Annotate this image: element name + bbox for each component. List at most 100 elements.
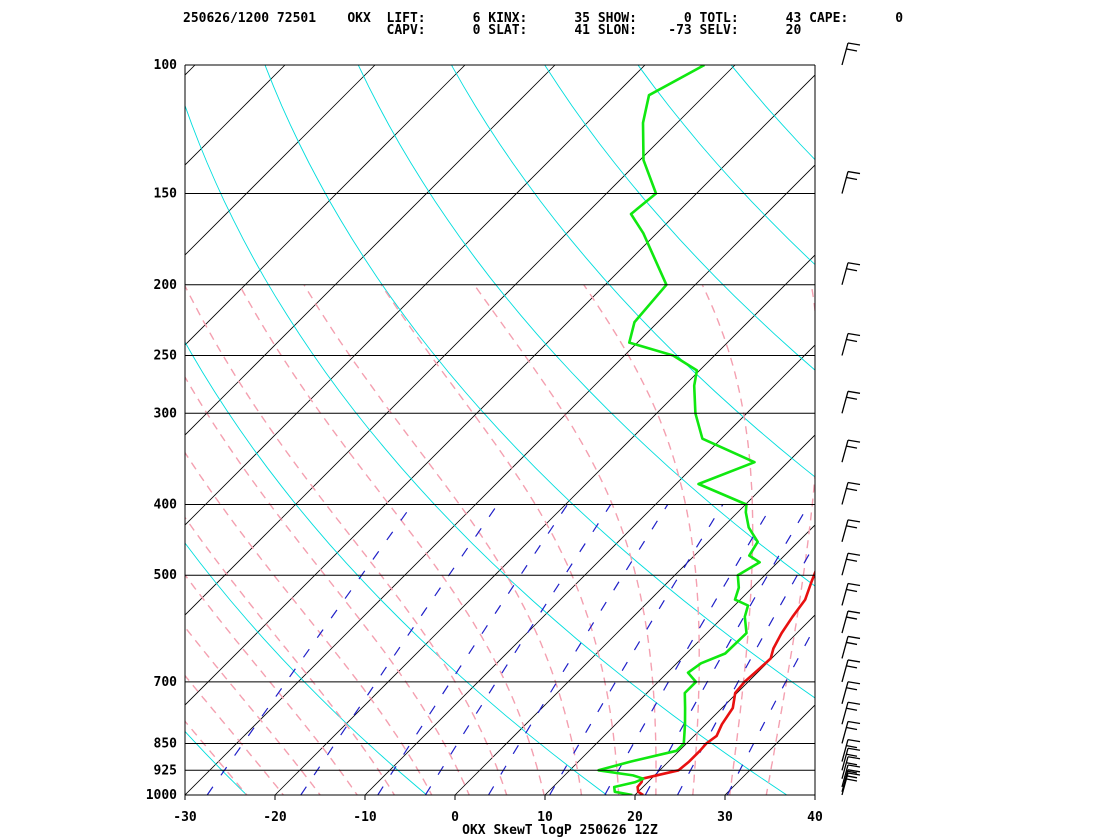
moist-adiabat-line (583, 284, 700, 795)
mixing-ratio-line (424, 504, 612, 795)
temperature-profile-line (636, 569, 815, 795)
wind-barb (841, 720, 861, 744)
chart-title: OKX SkewT logP 250626 12Z (462, 823, 658, 838)
wind-barb (841, 582, 861, 606)
wind-barb (841, 610, 861, 634)
isotherm-line (274, 254, 815, 795)
header-line-2: CAPV: 0 SLAT: 41 SLON: -73 SELV: 20 (183, 23, 801, 38)
moist-adiabat-line (185, 720, 248, 795)
moist-adiabat-line (185, 284, 508, 795)
mixing-ratio-line (549, 504, 724, 795)
wind-barb (841, 481, 861, 505)
wind-barb (841, 756, 861, 779)
isotherm-line (185, 65, 646, 526)
wind-barb (841, 552, 861, 576)
wind-barb (841, 769, 861, 792)
mixing-ratio-line (377, 504, 568, 795)
mixing-ratio-line (300, 504, 499, 795)
isotherm-line (364, 344, 815, 795)
wind-barb (841, 519, 861, 543)
dry-adiabat-line (185, 730, 248, 795)
wind-barb (841, 635, 861, 659)
pressure-tick-label: 850 (154, 736, 178, 751)
isotherm-line (454, 434, 815, 795)
isotherm-line (905, 65, 1120, 795)
mixing-ratio-line (487, 504, 669, 795)
dry-adiabat-line (810, 49, 1120, 811)
dry-adiabat-line (185, 104, 788, 795)
x-tick-label: 10 (537, 810, 553, 825)
wind-barb (841, 772, 861, 796)
dry-adiabat-line (185, 542, 428, 795)
moist-adiabat-line (185, 375, 470, 795)
pressure-tick-label: 700 (154, 675, 178, 690)
dry-adiabat-line (544, 65, 815, 371)
moist-adiabat-line (185, 516, 396, 795)
dry-adiabat-line (730, 65, 815, 161)
dry-adiabat-line (902, 49, 1120, 811)
moist-adiabat-line (303, 284, 583, 795)
x-tick-label: -30 (173, 810, 197, 825)
moist-adiabat-line (701, 284, 754, 795)
isotherm-line (185, 164, 815, 795)
chart-grid (0, 49, 1120, 811)
isotherm-line (0, 65, 105, 795)
moist-adiabat-line (380, 284, 620, 795)
isotherm-line (185, 65, 556, 436)
moist-adiabat-line (765, 284, 815, 795)
wind-barb (841, 701, 861, 725)
mixing-ratio-line (206, 504, 413, 795)
header-line-1: 250626/1200 72501 OKX LIFT: 6 KINX: 35 S… (183, 11, 903, 26)
pressure-tick-label: 200 (154, 278, 178, 293)
pressure-tick-label: 400 (154, 498, 178, 513)
wind-barb (841, 42, 861, 66)
dry-adiabat-line (637, 65, 815, 266)
wind-barb (841, 262, 861, 285)
isotherm-line (814, 794, 815, 795)
wind-barb (841, 659, 861, 683)
wind-barb (841, 747, 861, 771)
dry-adiabat-line (264, 65, 815, 699)
wind-barb (841, 738, 861, 762)
wind-barb (841, 390, 861, 414)
wind-barb (841, 170, 861, 194)
x-tick-label: -20 (263, 810, 287, 825)
isotherm-line (634, 614, 815, 795)
isotherm-line (185, 65, 376, 256)
x-tick-label: -10 (353, 810, 377, 825)
moist-adiabat-line (473, 284, 657, 795)
dry-adiabat-line (357, 65, 815, 587)
wind-barb (841, 439, 861, 463)
pressure-tick-label: 150 (154, 187, 178, 202)
x-tick-label: 40 (807, 810, 823, 825)
wind-barbs (841, 42, 861, 796)
isotherm-line (544, 524, 815, 795)
dry-adiabat-line (185, 341, 608, 795)
moist-adiabat-line (185, 573, 359, 795)
isotherm-line (185, 65, 286, 166)
isotherm-line (185, 74, 815, 706)
pressure-tick-label: 500 (154, 568, 178, 583)
pressure-tick-label: 1000 (146, 788, 177, 803)
isotherm-line (185, 65, 466, 346)
wind-barb (841, 681, 861, 704)
x-tick-label: 20 (627, 810, 643, 825)
moist-adiabat-line (185, 674, 285, 795)
moist-adiabat-line (238, 284, 545, 795)
mixing-ratio-line (644, 504, 810, 795)
pressure-tick-label: 100 (154, 58, 178, 73)
isotherm-line (0, 65, 15, 795)
x-tick-label: 0 (451, 810, 459, 825)
dry-adiabat-line (450, 65, 815, 478)
wind-barb (841, 332, 861, 356)
moist-adiabat-line (185, 451, 433, 795)
pressure-tick-label: 925 (154, 763, 177, 778)
pressure-tick-label: 250 (154, 348, 178, 363)
mixing-ratio-line (726, 625, 815, 795)
sounding-profiles (597, 65, 815, 795)
moist-adiabat-line (185, 626, 322, 795)
wind-barb (841, 764, 861, 788)
pressure-tick-label: 300 (154, 406, 178, 421)
dewpoint-profile-line (597, 65, 762, 795)
